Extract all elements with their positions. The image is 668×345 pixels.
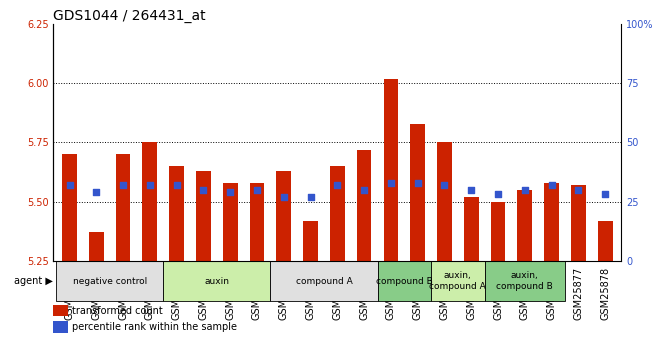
Bar [169, 166, 184, 261]
Point [466, 187, 476, 193]
Bar [277, 171, 291, 261]
Text: GDS1044 / 264431_at: GDS1044 / 264431_at [53, 9, 206, 23]
Bar [196, 171, 211, 261]
Bar [62, 154, 77, 261]
Point [198, 187, 209, 193]
Point [252, 187, 263, 193]
Point [573, 187, 584, 193]
Bar [116, 154, 130, 261]
Bar [89, 232, 104, 261]
Bar [271, 261, 377, 302]
Point [332, 182, 343, 188]
Point [385, 180, 396, 185]
Bar [142, 142, 157, 261]
Bar [571, 185, 586, 261]
Text: auxin,
compound A: auxin, compound A [430, 272, 486, 291]
Bar [357, 149, 371, 261]
Bar [518, 190, 532, 261]
Point [359, 187, 369, 193]
Point [412, 180, 423, 185]
Point [171, 182, 182, 188]
Text: percentile rank within the sample: percentile rank within the sample [71, 322, 236, 332]
Bar [223, 183, 238, 261]
Bar [464, 197, 478, 261]
Bar [431, 261, 485, 302]
Bar [163, 261, 271, 302]
Bar [377, 261, 431, 302]
Text: compound A: compound A [295, 277, 352, 286]
Bar [330, 166, 345, 261]
Point [546, 182, 557, 188]
Bar [56, 261, 163, 302]
Point [305, 194, 316, 200]
Point [64, 182, 75, 188]
Bar [491, 201, 506, 261]
Point [600, 192, 611, 197]
Bar [485, 261, 565, 302]
Point [91, 189, 102, 195]
Point [144, 182, 155, 188]
Text: agent ▶: agent ▶ [14, 276, 53, 286]
Bar [53, 305, 67, 316]
Point [439, 182, 450, 188]
Text: compound B: compound B [376, 277, 433, 286]
Point [493, 192, 504, 197]
Text: transformed count: transformed count [71, 306, 162, 316]
Text: auxin: auxin [204, 277, 229, 286]
Point [520, 187, 530, 193]
Bar [410, 124, 425, 261]
Point [118, 182, 128, 188]
Bar [544, 183, 559, 261]
Bar [250, 183, 265, 261]
Point [225, 189, 236, 195]
Bar [53, 321, 67, 333]
Bar [303, 220, 318, 261]
Bar [598, 220, 613, 261]
Point [279, 194, 289, 200]
Text: auxin,
compound B: auxin, compound B [496, 272, 553, 291]
Text: negative control: negative control [73, 277, 147, 286]
Bar [437, 142, 452, 261]
Bar [383, 79, 398, 261]
